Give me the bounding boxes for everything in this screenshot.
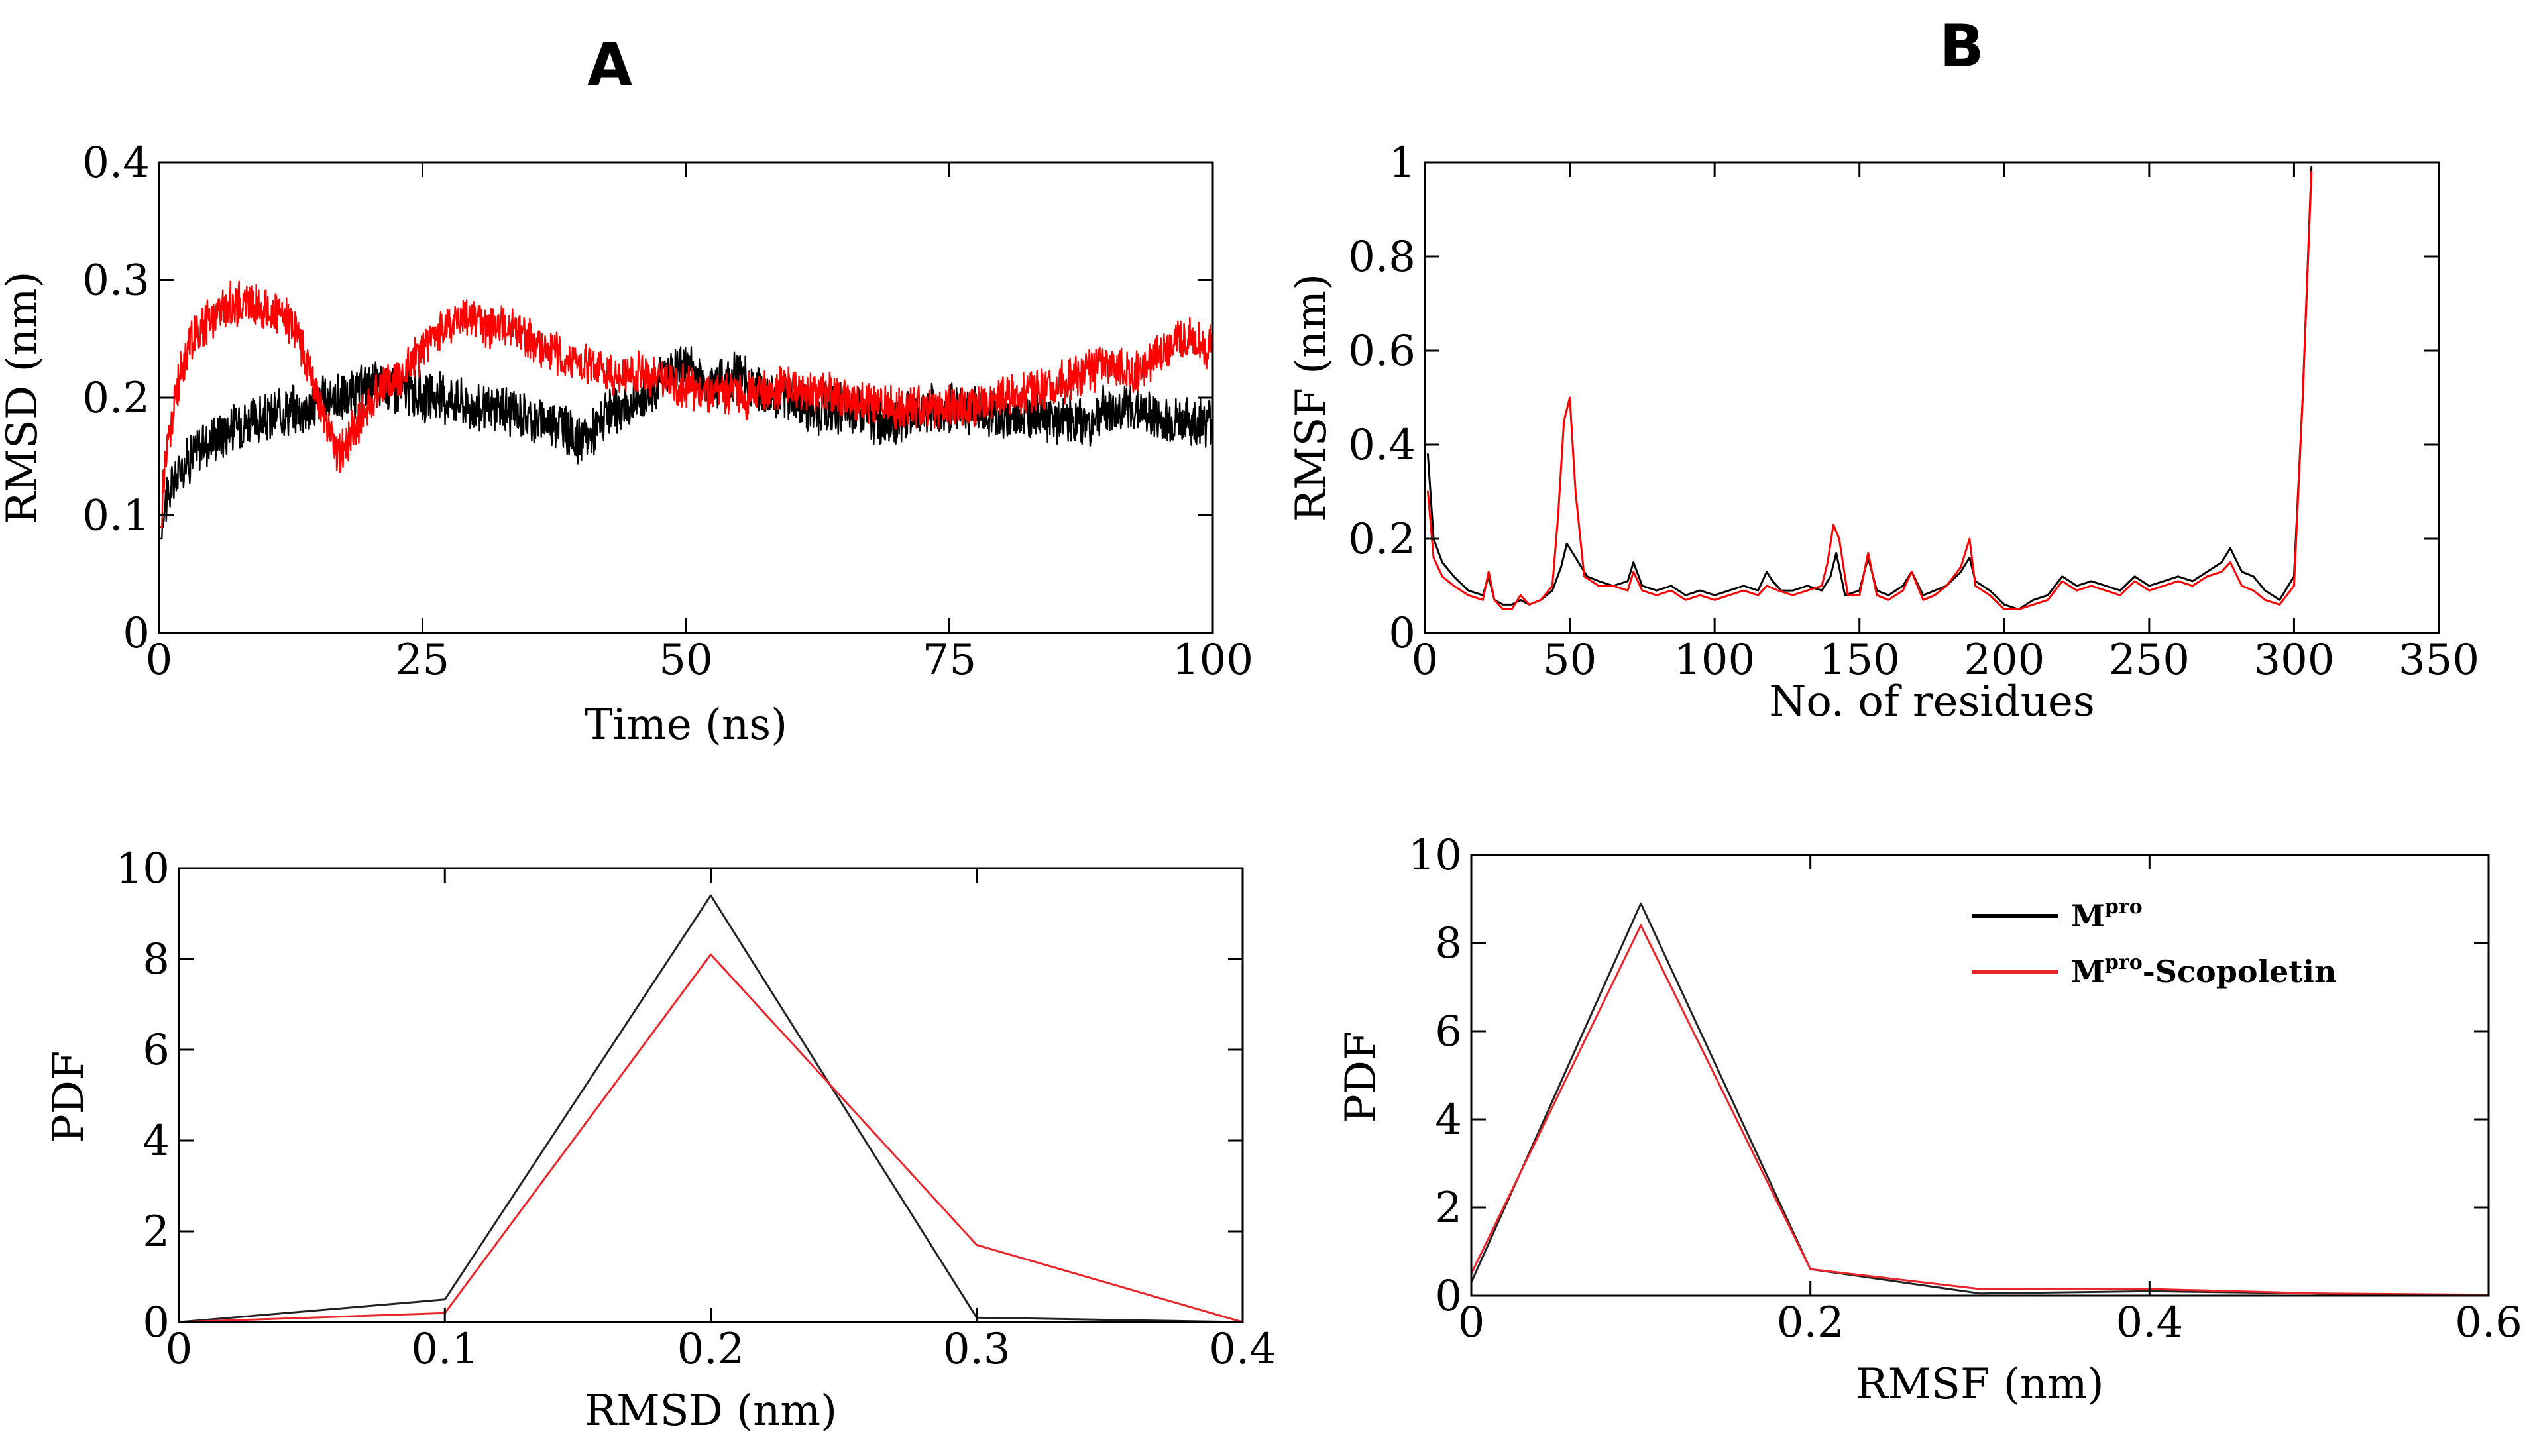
y-axis-label: PDF xyxy=(44,1051,93,1143)
y-tick-label: 0.2 xyxy=(1348,515,1416,564)
x-axis-label: RMSD (nm) xyxy=(585,1386,837,1435)
panel-label-b: B xyxy=(1939,12,1984,80)
y-tick-label: 0.1 xyxy=(82,492,150,541)
y-tick-label: 0.3 xyxy=(82,256,150,306)
y-axis-label: RMSD (nm) xyxy=(0,271,47,524)
y-axis-label: PDF xyxy=(1337,1031,1386,1123)
panel-label-a: A xyxy=(587,30,632,99)
x-tick-label: 0.4 xyxy=(2115,1298,2183,1347)
series-line-mpro-scopoletin xyxy=(1470,924,2490,1296)
x-axis-label: Time (ns) xyxy=(585,700,787,750)
series-line-mpro xyxy=(158,346,1214,540)
y-tick-label: 0 xyxy=(123,609,150,658)
x-tick-label: 250 xyxy=(2109,636,2190,685)
x-tick-label: 0.2 xyxy=(1777,1298,1844,1347)
rmsd-time-chart: 0 25 50 75 100 0 0.1 0.2 0.3 0.4 Time (ns) RMSD (nm… xyxy=(0,139,1253,750)
y-tick-label: 8 xyxy=(1435,919,1462,968)
rmsf-residue-chart: 0 50 100 150 200 250 300 350 0 0.2 0.4 0.6 0.8 1 No. o… xyxy=(1287,139,2479,726)
series-line-mpro xyxy=(1426,166,2313,610)
x-tick-label: 0 xyxy=(146,636,173,685)
x-axis-label: No. of residues xyxy=(1769,677,2094,726)
x-tick-label: 75 xyxy=(923,636,976,685)
y-tick-label: 6 xyxy=(1435,1007,1462,1056)
legend: Mpro Mpro-Scopoletin xyxy=(1972,895,2336,989)
x-tick-label: 100 xyxy=(1172,636,1253,685)
legend-label-mpro: Mpro xyxy=(2071,895,2143,934)
y-tick-label: 0.4 xyxy=(82,139,150,188)
x-tick-label: 300 xyxy=(2253,636,2334,685)
x-tick-label: 0.2 xyxy=(677,1325,745,1374)
y-tick-label: 1 xyxy=(1388,139,1416,188)
x-tick-label: 0 xyxy=(1458,1298,1485,1347)
y-tick-label: 0.8 xyxy=(1348,233,1416,282)
rmsd-pdf-chart: 0 0.1 0.2 0.3 0.4 0 2 4 6 8 10 RMSD (nm) PDF xyxy=(44,844,1276,1435)
y-tick-label: 4 xyxy=(142,1117,170,1166)
y-tick-label: 6 xyxy=(142,1026,170,1075)
y-tick-label: 0 xyxy=(1388,609,1416,658)
series-line-mpro xyxy=(178,894,1244,1323)
y-tick-label: 0.4 xyxy=(1348,421,1416,470)
y-tick-label: 2 xyxy=(1435,1184,1462,1233)
x-tick-label: 25 xyxy=(396,636,449,685)
rmsf-pdf-chart: 0 0.2 0.4 0.6 0 2 4 6 8 10 RMSF (nm) PDF xyxy=(1337,831,2522,1409)
x-tick-label: 0.1 xyxy=(411,1325,478,1374)
y-tick-label: 2 xyxy=(142,1207,170,1257)
y-tick-label: 0.6 xyxy=(1348,327,1416,376)
x-tick-label: 0.6 xyxy=(2455,1298,2522,1347)
x-tick-label: 200 xyxy=(1964,636,2045,685)
y-tick-label: 0 xyxy=(1435,1272,1462,1321)
plot-frame xyxy=(1470,854,2490,1297)
y-tick-label: 0.2 xyxy=(82,374,150,423)
series-line-mpro-scopoletin xyxy=(158,280,1214,528)
y-tick-label: 10 xyxy=(1408,831,1462,880)
x-tick-label: 50 xyxy=(1543,636,1597,685)
x-tick-label: 50 xyxy=(659,636,712,685)
y-axis-label: RMSF (nm) xyxy=(1287,274,1336,522)
x-tick-label: 0 xyxy=(1412,636,1439,685)
x-tick-label: 100 xyxy=(1674,636,1755,685)
y-tick-label: 8 xyxy=(142,935,170,984)
legend-label-mpro-scopoletin: Mpro-Scopoletin xyxy=(2071,951,2336,989)
y-tick-label: 10 xyxy=(116,844,170,893)
series-line-mpro-scopoletin xyxy=(1426,170,2313,610)
series-line-mpro-scopoletin xyxy=(178,953,1244,1323)
x-tick-label: 0 xyxy=(166,1325,193,1374)
x-tick-label: 150 xyxy=(1819,636,1900,685)
plot-frame xyxy=(1424,161,2440,634)
x-tick-label: 0.3 xyxy=(943,1325,1011,1374)
x-tick-label: 350 xyxy=(2398,636,2479,685)
x-axis-label: RMSF (nm) xyxy=(1856,1360,2104,1409)
y-tick-label: 0 xyxy=(142,1298,170,1347)
y-tick-label: 4 xyxy=(1435,1095,1462,1145)
x-tick-label: 0.4 xyxy=(1209,1325,1276,1374)
